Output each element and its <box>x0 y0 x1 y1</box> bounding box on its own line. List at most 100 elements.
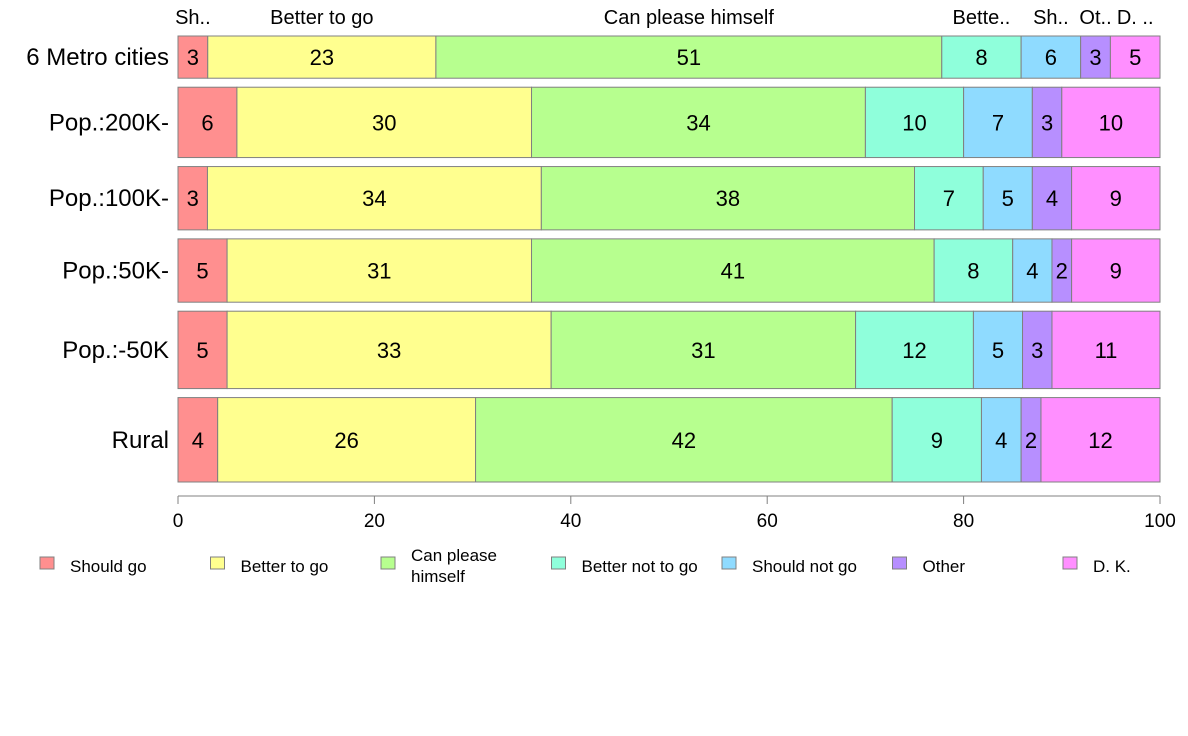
data-label: 23 <box>310 45 334 70</box>
x-tick-label: 60 <box>757 511 778 532</box>
data-label: 4 <box>1026 259 1038 284</box>
category-label: 6 Metro cities <box>26 44 169 71</box>
data-label: 10 <box>1099 110 1123 135</box>
data-label: 4 <box>995 428 1007 453</box>
bar-segment <box>1080 35 1111 79</box>
bar-segment <box>550 310 857 390</box>
bar-segment <box>226 310 552 390</box>
data-label: 10 <box>902 110 926 135</box>
data-label: 9 <box>931 428 943 453</box>
bar-segment <box>531 86 866 159</box>
data-label: 33 <box>377 338 401 363</box>
legend-label: Better not to go <box>582 557 698 576</box>
data-label: 12 <box>1088 428 1112 453</box>
data-label: 31 <box>691 338 715 363</box>
bar-segment <box>891 397 982 483</box>
legend-label: Better to go <box>241 557 329 576</box>
x-tick-label: 40 <box>560 511 581 532</box>
data-label: 38 <box>716 186 740 211</box>
bar-segment <box>1061 86 1161 159</box>
data-label: 5 <box>1002 186 1014 211</box>
data-label: 31 <box>367 259 391 284</box>
bar-segment <box>207 35 437 79</box>
category-label: Pop.:50K- <box>62 258 169 285</box>
bar-segment <box>963 86 1033 159</box>
bar-segment <box>1109 35 1161 79</box>
legend-label: Should not go <box>752 557 857 576</box>
bar-segment <box>1022 310 1053 390</box>
legend-item: Should go <box>39 556 147 576</box>
category-label: Pop.:100K- <box>49 185 169 212</box>
column-header-label: Ot.. <box>1079 7 1111 29</box>
bar-segment <box>475 397 893 483</box>
legend-item: Better to go <box>210 556 329 576</box>
category-label: Pop.:-50K <box>62 337 169 364</box>
x-tick-label: 20 <box>364 511 385 532</box>
legend-item: Should not go <box>721 556 857 576</box>
bar-segment <box>177 35 209 79</box>
legend-swatch <box>892 556 907 570</box>
legend-swatch <box>721 556 737 570</box>
bar-segment <box>177 86 238 159</box>
bar-segment <box>982 166 1033 231</box>
bar-segment <box>217 397 477 483</box>
data-label: 6 <box>201 110 213 135</box>
bar-segment <box>980 397 1022 483</box>
data-label: 5 <box>1129 45 1141 70</box>
data-label: 3 <box>187 45 199 70</box>
legend-label: D. K. <box>1093 557 1131 576</box>
data-label: 3 <box>1031 338 1043 363</box>
data-label: 3 <box>1089 45 1101 70</box>
legend-swatch <box>380 556 396 570</box>
bar-segment <box>177 238 228 303</box>
bar-segment <box>1071 166 1161 231</box>
data-label: 41 <box>721 259 745 284</box>
column-header-label: Sh.. <box>175 7 211 29</box>
bar-segment <box>1071 238 1161 303</box>
data-label: 11 <box>1095 338 1118 363</box>
data-label: 9 <box>1110 186 1122 211</box>
bar-segment <box>540 166 916 231</box>
bar-segment <box>1031 166 1073 231</box>
column-header-label: Sh.. <box>1033 7 1069 29</box>
category-label: Pop.:200K- <box>49 109 169 136</box>
data-label: 5 <box>196 338 208 363</box>
bar-segment <box>177 397 219 483</box>
data-label: 7 <box>992 110 1004 135</box>
data-label: 51 <box>677 45 701 70</box>
x-tick-label: 100 <box>1144 511 1176 532</box>
legend-item: Better not to go <box>551 556 698 576</box>
bar-segment <box>1051 310 1161 390</box>
legend-item: Other <box>892 556 966 576</box>
bar-segment <box>855 310 974 390</box>
legend-label: Should go <box>70 557 147 576</box>
legend-swatch <box>39 556 55 570</box>
legend-swatch <box>210 556 225 570</box>
legend-label: Can please <box>411 546 497 565</box>
legend-label: Other <box>923 557 966 576</box>
data-label: 3 <box>187 186 199 211</box>
column-header-label: Bette.. <box>953 7 1011 29</box>
data-label: 34 <box>362 186 386 211</box>
bar-segment <box>914 166 984 231</box>
data-label: 6 <box>1045 45 1057 70</box>
data-label: 4 <box>1046 186 1058 211</box>
data-label: 4 <box>192 428 204 453</box>
bar-segment <box>226 238 533 303</box>
legend-item: D. K. <box>1062 556 1131 576</box>
data-label: 2 <box>1025 428 1037 453</box>
bar-segment <box>206 166 542 231</box>
data-label: 12 <box>902 338 926 363</box>
legend-label: himself <box>411 567 465 586</box>
legend-swatch <box>1062 556 1078 570</box>
bar-segment <box>435 35 943 79</box>
legend-item: Can please himself <box>380 546 497 586</box>
legend-swatch <box>551 556 566 570</box>
x-tick-label: 0 <box>173 511 184 532</box>
data-label: 8 <box>967 259 979 284</box>
data-label: 8 <box>975 45 987 70</box>
bar-segment <box>236 86 533 159</box>
data-label: 5 <box>992 338 1004 363</box>
